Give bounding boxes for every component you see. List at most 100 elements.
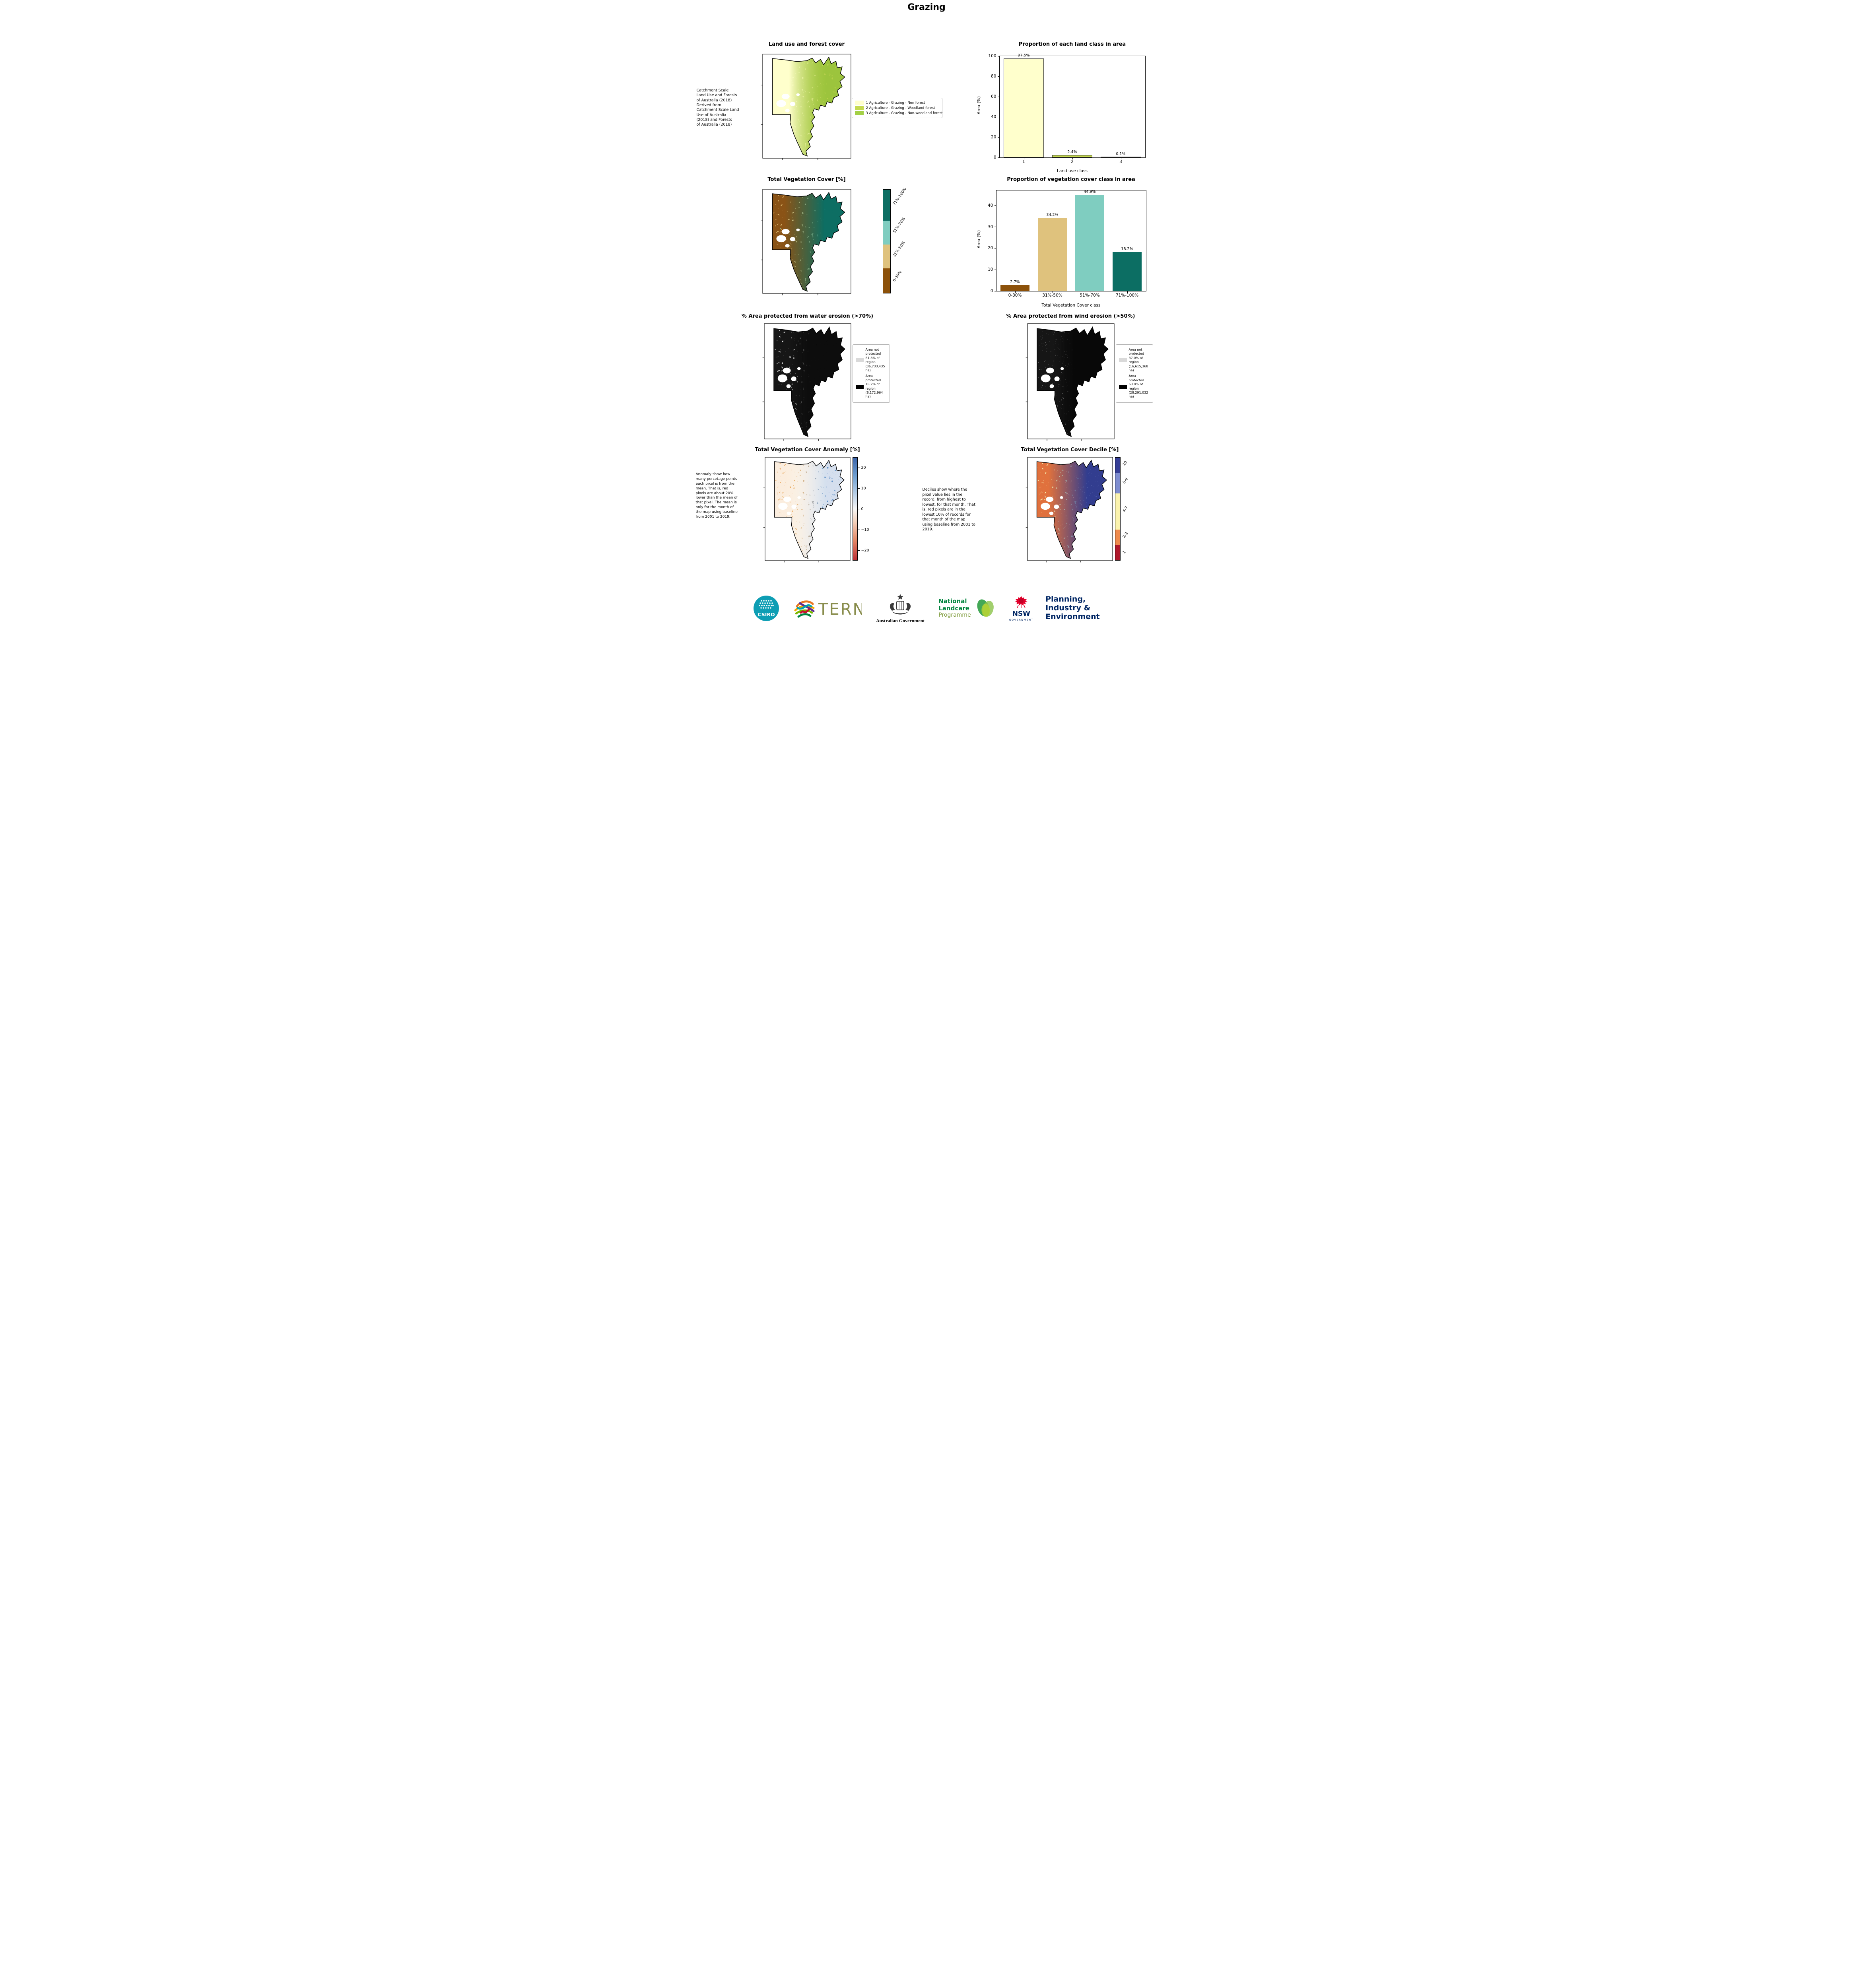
bar bbox=[1037, 217, 1067, 291]
csiro-wordmark: CSIRO bbox=[758, 612, 775, 617]
colorbar-label: 4-7 bbox=[1121, 505, 1129, 513]
legend-label: 1 Agriculture - Grazing - Non forest bbox=[866, 101, 925, 105]
decile-map bbox=[1025, 457, 1113, 563]
dept-planning-industry-environment: Planning, Industry & Environment bbox=[1045, 595, 1100, 621]
bar bbox=[1112, 252, 1142, 291]
map-frame bbox=[762, 54, 851, 159]
nsw-government-logo: NSW GOVERNMENT bbox=[1009, 595, 1034, 621]
legend-swatch-protected bbox=[1119, 384, 1127, 389]
nsw-wordmark: NSW bbox=[1012, 610, 1030, 618]
legend-item: 3 Agriculture - Grazing - Non-woodland f… bbox=[855, 111, 943, 115]
colorbar-label: 1 bbox=[1121, 550, 1127, 555]
colorbar-seg-51-70 bbox=[883, 221, 890, 245]
veg-cover-colorbar: 71%-100% 51%-70% 31%-50% 0-30% bbox=[882, 186, 923, 293]
veg-class-chart-xlabel: Total Vegetation Cover class bbox=[1041, 303, 1101, 308]
legend-item: Area not protected 81.8% of region (36,7… bbox=[855, 348, 887, 373]
tick-y bbox=[997, 157, 1000, 158]
anomaly-map bbox=[763, 457, 851, 563]
tick-y-label: 0 bbox=[990, 289, 993, 293]
colorbar-tick-label: −10 bbox=[861, 528, 869, 532]
veg-cover-map bbox=[760, 189, 851, 295]
landcare-leaves-icon bbox=[977, 599, 994, 617]
waratah-icon bbox=[1015, 596, 1028, 608]
tick-y-label: 30 bbox=[988, 224, 993, 229]
legend-item: Area protected 18.2% of region (8,172,96… bbox=[855, 374, 887, 399]
cat-label: 71%-100% bbox=[1115, 293, 1139, 298]
legend-swatch-class2 bbox=[855, 106, 864, 110]
legend-item: 2 Agriculture - Grazing - Woodland fores… bbox=[855, 106, 939, 110]
land-class-chart-xlabel: Land use class bbox=[1057, 169, 1088, 173]
map-frame bbox=[764, 457, 851, 561]
cat-label: 3 bbox=[1119, 159, 1122, 164]
legend-item: Area not protected 37.0% of region (16,6… bbox=[1119, 348, 1150, 373]
colorbar-label: 71%-100% bbox=[892, 186, 907, 206]
legend-item: 1 Agriculture - Grazing - Non forest bbox=[855, 101, 939, 105]
map-frame bbox=[1027, 457, 1113, 561]
anomaly-side-note: Anomaly show how many percetage points e… bbox=[695, 472, 738, 519]
page-title: Grazing bbox=[907, 2, 946, 12]
anomaly-colorbar-gradient bbox=[852, 457, 858, 561]
footer-logos: CSIRO TERN bbox=[695, 584, 1158, 633]
veg-class-chart-title: Proportion of vegetation cover class in … bbox=[1007, 177, 1135, 182]
bar-value: 34.2% bbox=[1046, 212, 1059, 217]
bar bbox=[1004, 58, 1044, 157]
map-frame bbox=[762, 189, 851, 294]
colorbar-label: 31%-50% bbox=[892, 240, 906, 258]
legend-label: Area not protected 37.0% of region (16,6… bbox=[1129, 348, 1148, 372]
legend-label: Area protected 63.0% of region (28,291,0… bbox=[1129, 374, 1148, 399]
water-erosion-title: % Area protected from water erosion (>70… bbox=[741, 313, 874, 319]
land-use-side-note: Catchment Scale Land Use and Forests of … bbox=[696, 88, 739, 127]
dept-line-2: Industry & bbox=[1045, 604, 1091, 613]
tern-logo: TERN bbox=[794, 600, 862, 619]
colorbar-label: 10 bbox=[1121, 460, 1128, 467]
tick-y-label: 10 bbox=[988, 267, 993, 272]
colorbar-label: 51%-70% bbox=[892, 216, 906, 234]
tick-x bbox=[1072, 158, 1073, 159]
legend-label: Area not protected 81.8% of region (36,7… bbox=[865, 348, 885, 372]
tick-y bbox=[997, 137, 1000, 138]
water-erosion-map bbox=[762, 323, 851, 441]
australian-government-logo: Australian Government bbox=[874, 593, 926, 624]
land-use-map bbox=[760, 54, 851, 160]
colorbar-tick-label: −20 bbox=[861, 548, 869, 553]
bar bbox=[1000, 285, 1030, 291]
tick-y bbox=[997, 76, 1000, 77]
legend-swatch-not-protected bbox=[855, 358, 864, 363]
landcare-word-programme: Programme bbox=[938, 612, 971, 618]
colorbar-seg-10 bbox=[1115, 458, 1120, 473]
report-page: Grazing Land use and forest cover Catchm… bbox=[695, 0, 1158, 635]
landcare-word-national: National bbox=[938, 598, 967, 605]
map-frame bbox=[1027, 323, 1115, 439]
tick-x bbox=[1127, 291, 1128, 293]
tick-y-label: 100 bbox=[988, 54, 996, 58]
cat-label: 2 bbox=[1071, 159, 1074, 164]
national-landcare-logo: National Landcare Programme bbox=[938, 596, 997, 621]
tick-y-label: 80 bbox=[991, 74, 996, 79]
colorbar-label: 8-9 bbox=[1121, 477, 1129, 485]
legend-item: Area protected 63.0% of region (28,291,0… bbox=[1119, 374, 1150, 399]
bar-value: 0.1% bbox=[1116, 152, 1126, 156]
legend-label: 2 Agriculture - Grazing - Woodland fores… bbox=[866, 106, 935, 110]
legend-swatch-class3 bbox=[855, 111, 864, 115]
decile-side-note: Deciles show where the pixel value lies … bbox=[922, 487, 975, 532]
decile-colorbar: 10 8-9 4-7 2-3 1 bbox=[1115, 457, 1143, 561]
colorbar-tick-label: 20 bbox=[861, 466, 866, 470]
bar-value: 18.2% bbox=[1121, 247, 1133, 252]
legend-swatch-protected bbox=[855, 384, 864, 389]
tick-y-label: 20 bbox=[991, 135, 996, 140]
colorbar-seg-4-7 bbox=[1115, 493, 1120, 530]
colorbar-seg-8-9 bbox=[1115, 473, 1120, 494]
tick-y-label: 40 bbox=[988, 203, 993, 208]
map-frame bbox=[763, 323, 851, 439]
tern-australia-icon bbox=[794, 600, 815, 618]
colorbar-seg-1 bbox=[1115, 545, 1120, 560]
tick-y-label: 40 bbox=[991, 115, 996, 119]
land-use-map-title: Land use and forest cover bbox=[769, 41, 845, 47]
dept-line-1: Planning, bbox=[1045, 595, 1086, 604]
tick-x bbox=[1015, 291, 1016, 293]
land-class-chart-ylabel: Area (%) bbox=[976, 96, 981, 115]
colorbar-label: 2-3 bbox=[1121, 531, 1129, 539]
bar bbox=[1075, 195, 1105, 291]
wind-erosion-map bbox=[1025, 323, 1115, 441]
tern-wordmark: TERN bbox=[818, 600, 862, 619]
